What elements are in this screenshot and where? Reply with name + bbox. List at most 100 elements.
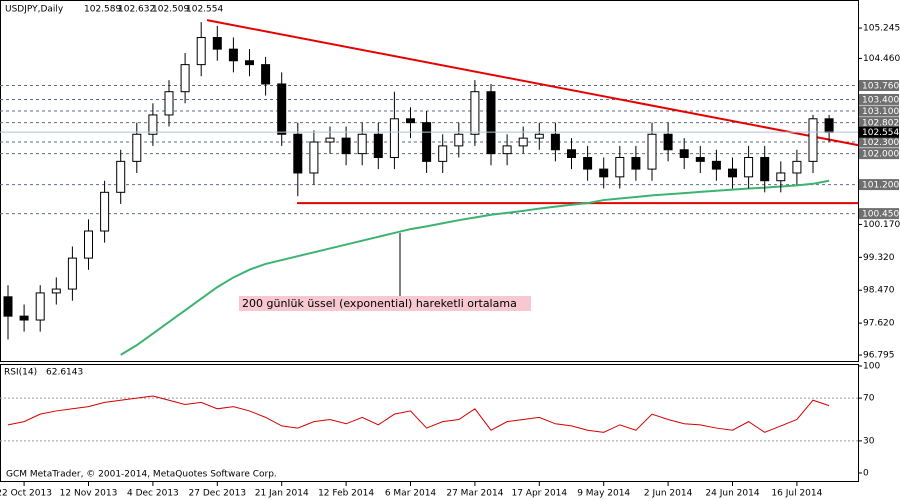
candle-body	[228, 48, 238, 62]
y-tick-label: 97.620	[863, 319, 895, 329]
x-tick-label: 2 Jun 2014	[644, 489, 693, 499]
candle-body	[792, 160, 802, 174]
candle-body	[180, 64, 190, 93]
candle-body	[631, 156, 641, 170]
y-tick-label: 99.320	[863, 253, 895, 263]
candle-body	[470, 91, 480, 135]
candle-body	[502, 145, 512, 155]
chart-title: USDJPY,Daily	[5, 5, 64, 15]
level-label-box	[859, 105, 899, 117]
x-tick-label: 24 Jun 2014	[705, 489, 759, 499]
candle-body	[51, 288, 61, 294]
level-label-box	[859, 117, 899, 129]
last-price-label: 102.554	[862, 128, 899, 138]
y-tick-label: 100.170	[863, 220, 900, 230]
header-value: 102.589	[84, 5, 121, 15]
x-tick-label: 27 Mar 2014	[446, 489, 503, 499]
y-tick-label: 104.460	[863, 54, 900, 64]
x-tick-label: 17 Apr 2014	[511, 489, 567, 499]
y-tick-label: 96.795	[863, 351, 895, 361]
level-label-box	[859, 80, 899, 92]
rsi-y-tick-label: 100	[863, 362, 880, 372]
level-label: 103.100	[862, 107, 899, 117]
candle-body	[824, 118, 834, 133]
rsi-y-tick-label: 0	[863, 469, 869, 479]
level-label: 102.802	[862, 119, 899, 129]
y-tick-label: 98.470	[863, 286, 895, 296]
candle-body	[583, 156, 593, 170]
x-tick-label: 12 Feb 2014	[318, 489, 374, 499]
level-label: 103.760	[862, 82, 899, 92]
candle-body	[164, 91, 174, 116]
x-tick-label: 4 Dec 2013	[127, 489, 179, 499]
header-value: 102.554	[186, 5, 223, 15]
candle-body	[277, 83, 287, 135]
candle-body	[341, 137, 351, 155]
candle-body	[776, 172, 786, 182]
candle-body	[438, 145, 448, 162]
trend-line	[206, 19, 859, 147]
candle-body	[679, 149, 689, 158]
candle-body	[695, 156, 705, 162]
candle-body	[711, 160, 721, 170]
level-label: 101.200	[862, 181, 899, 191]
rsi-current: 62.6143	[46, 368, 83, 378]
annotation: 200 günlük üssel (exponential) hareketli…	[242, 297, 517, 310]
rsi-title: RSI(14)	[4, 368, 37, 378]
rsi-y-tick-label: 70	[863, 394, 875, 404]
main-frame	[0, 0, 859, 362]
candle-body	[454, 133, 464, 147]
level-label-box	[859, 136, 899, 148]
candle-body	[373, 133, 383, 158]
candle-body	[728, 168, 737, 178]
last-price-box	[859, 126, 899, 138]
candle-body	[534, 133, 544, 139]
level-label: 100.450	[862, 210, 899, 220]
level-label-box	[859, 93, 899, 105]
x-tick-label: 22 Oct 2013	[0, 489, 52, 499]
candle-body	[615, 156, 625, 178]
y-tick-label: 105.245	[863, 24, 900, 34]
candle-body	[663, 133, 673, 151]
candle-body	[567, 149, 576, 158]
candle-body	[19, 315, 29, 321]
x-tick-label: 16 Jul 2014	[771, 489, 822, 499]
annotation-box	[239, 296, 531, 311]
candle-body	[389, 118, 399, 158]
candle-body	[148, 114, 158, 135]
candle-body	[100, 191, 110, 232]
candle-body	[760, 156, 770, 182]
x-tick-label: 12 Nov 2013	[60, 489, 118, 499]
footer: GCM MetaTrader, © 2001-2014, MetaQuotes …	[6, 470, 277, 480]
x-tick-label: 6 Mar 2014	[385, 489, 437, 499]
x-tick-label: 21 Jan 2014	[255, 489, 309, 499]
level-label: 102.300	[862, 138, 899, 148]
x-tick-label: 9 May 2014	[577, 489, 630, 499]
candle-body	[599, 168, 609, 178]
candle-body	[325, 137, 335, 143]
candle-body	[67, 257, 77, 290]
candle-body	[406, 118, 415, 124]
candle-body	[35, 292, 45, 321]
header-value: 102.509	[152, 5, 189, 15]
ema-line	[120, 179, 830, 356]
candle-body	[293, 133, 303, 174]
rsi-frame	[0, 364, 859, 482]
rsi-line	[7, 395, 830, 433]
level-label-box	[859, 148, 899, 160]
candle-body	[550, 133, 560, 151]
candle-body	[647, 133, 657, 170]
candle-body	[808, 118, 818, 162]
candle-body	[744, 156, 754, 178]
header-value: 102.632	[118, 5, 155, 15]
candle-body	[212, 37, 222, 50]
candle-body	[261, 64, 271, 85]
candle-body	[518, 137, 528, 147]
candle-body	[3, 296, 13, 317]
candle-body	[116, 160, 126, 193]
candle-body	[486, 91, 496, 155]
candle-body	[422, 122, 432, 162]
x-tick-label: 27 Dec 2013	[189, 489, 247, 499]
